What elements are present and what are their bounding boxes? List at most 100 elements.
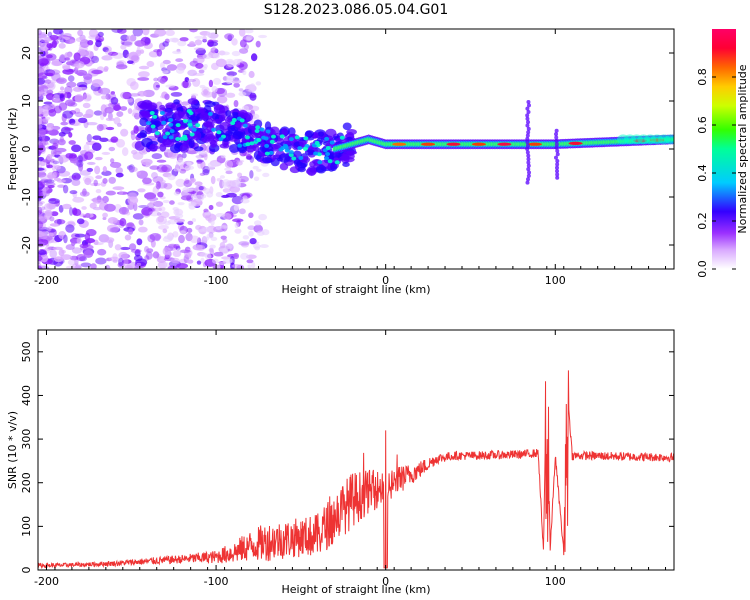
spectrogram-noise-cell [159, 62, 166, 69]
spectrogram-ridge-cell [325, 152, 331, 157]
spectrogram-ridge-cell [164, 107, 174, 113]
spectrogram-noise-cell [212, 53, 220, 59]
spectrogram-noise-cell [137, 77, 150, 81]
spectrogram-noise-cell [162, 228, 168, 234]
colorbar: 0.0 0.2 0.4 0.6 0.8 Normalized spectral ampl… [696, 29, 749, 278]
spectrogram-streak-cell [526, 163, 531, 168]
spectrogram-noise-cell [50, 148, 57, 157]
spectrogram-noise-cell [44, 79, 52, 84]
spectrogram-noise-cell [110, 136, 119, 143]
spectrogram-noise-cell [105, 126, 115, 131]
spectrogram-ridge-cell [139, 130, 147, 138]
spectrogram-noise-cell [101, 151, 111, 155]
spectrogram-noise-cell [43, 101, 53, 105]
spectrogram-peak-cell [497, 142, 512, 146]
spectrogram-noise-cell [44, 104, 49, 109]
spectrogram-noise-cell [167, 243, 178, 249]
spectrogram-noise-cell [94, 165, 101, 175]
spectrogram-noise-cell [232, 218, 244, 223]
spectrogram-noise-cell [225, 92, 236, 98]
spectrogram-noise-cell [241, 105, 250, 111]
spectrogram-noise-cell [134, 112, 141, 120]
spectrogram-ridge-cell [265, 129, 271, 134]
spectrogram-noise-cell [73, 52, 81, 61]
spectrogram-noise-cell [122, 259, 132, 264]
spectrogram-noise-cell [182, 80, 189, 89]
spectrogram-noise-cell [87, 40, 94, 46]
spectrogram-noise-cell [167, 219, 178, 225]
spectrogram-noise-cell [157, 215, 164, 223]
spectrogram-streak-cell [525, 133, 530, 138]
spectrogram-noise-cell [236, 160, 243, 166]
spectrogram-ridge-cell [298, 155, 304, 160]
spectrogram-noise-cell [107, 217, 118, 224]
spectrogram-noise-cell [122, 91, 132, 100]
spectrogram-noise-cell [128, 164, 135, 173]
spectrogram-noise-cell [57, 184, 66, 188]
spectrogram-ridge-cell [342, 122, 352, 131]
spectrogram-noise-cell [111, 29, 123, 33]
spectrogram-ridge-cell [304, 149, 316, 156]
spectrogram-noise-cell [186, 162, 193, 166]
spectrogram-noise-cell [59, 30, 64, 36]
spectrogram-noise-cell [90, 263, 97, 269]
spectrogram-noise-cell [149, 165, 160, 170]
spectrogram-noise-cell [249, 170, 254, 179]
spectrogram-noise-cell [46, 43, 53, 49]
spectrogram-noise-cell [130, 81, 139, 90]
spectrogram-streak-cell [525, 113, 530, 118]
spectrogram-noise-cell [222, 258, 233, 264]
spectrogram-streak-cell [555, 165, 560, 170]
spectrogram-noise-cell [155, 84, 160, 88]
spectrogram-noise-cell [38, 197, 42, 202]
spectrogram-noise-cell [110, 91, 115, 95]
spectrogram-noise-cell [184, 178, 190, 185]
spectrogram-noise-cell [62, 110, 74, 119]
spectrogram-noise-cell [201, 86, 210, 93]
spectrogram-noise-cell [126, 35, 132, 41]
spectrogram-noise-cell [126, 52, 138, 61]
spectrogram-noise-cell [108, 146, 116, 152]
spectrogram-streak-cell [526, 157, 531, 162]
spectrogram-noise-cell [51, 39, 57, 48]
spectrogram-noise-cell [109, 227, 119, 233]
spectrogram-ridge-cell [315, 164, 327, 174]
spectrogram-ridge-cell [230, 121, 236, 126]
spectrogram-ridge-cell [162, 135, 168, 140]
y-tick-label: 0 [20, 146, 33, 153]
spectrogram-noise-cell [165, 29, 175, 37]
spectrogram-noise-cell [96, 124, 104, 132]
spectrogram-noise-cell [135, 40, 146, 47]
spectrogram-noise-cell [177, 202, 185, 206]
spectrogram-noise-cell [60, 121, 69, 126]
spectrogram-noise-cell [182, 186, 190, 193]
spectrogram-noise-cell [77, 29, 84, 37]
spectrogram-noise-cell [131, 55, 139, 62]
spectrogram-noise-cell [82, 93, 92, 102]
spectrogram-noise-cell [150, 239, 156, 248]
spectrogram-noise-cell [146, 60, 155, 68]
spectrogram-noise-cell [176, 263, 189, 269]
spectrogram-noise-cell [38, 160, 43, 165]
spectrogram-ridge-cell [149, 111, 155, 116]
spectrogram-noise-cell [38, 238, 49, 246]
spectrogram-noise-cell [84, 177, 92, 186]
spectrogram-noise-cell [196, 56, 205, 64]
spectrogram-noise-cell [175, 58, 184, 63]
spectrogram-noise-cell [83, 143, 90, 152]
spectrogram-noise-cell [48, 79, 57, 84]
spectrogram-ridge-cell [263, 136, 269, 141]
spectrogram-noise-cell [173, 191, 180, 196]
spectrogram-noise-cell [238, 29, 246, 37]
spectrogram-noise-cell [56, 77, 67, 85]
spectrogram-noise-cell [239, 39, 247, 48]
spectrogram-noise-cell [57, 138, 66, 146]
spectrogram-ridge-cell [199, 112, 210, 120]
spectrogram-noise-cell [50, 211, 59, 217]
spectrogram-noise-cell [198, 69, 205, 74]
x-tick-label: -200 [34, 274, 59, 287]
spectrogram-noise-cell [194, 39, 203, 46]
spectrogram-noise-cell [38, 41, 44, 46]
spectrogram-noise-cell [197, 229, 205, 233]
spectrogram-noise-cell [120, 91, 130, 99]
